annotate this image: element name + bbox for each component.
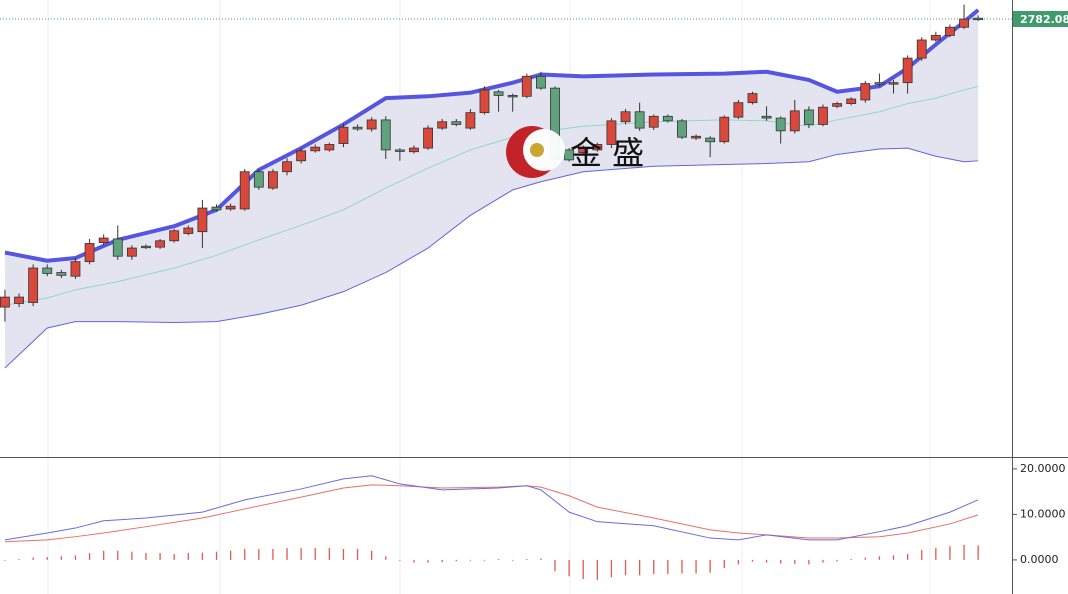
candle-body <box>606 120 617 145</box>
last-price-box <box>1013 11 1068 28</box>
candle-body <box>70 261 81 277</box>
candle-body <box>677 120 687 138</box>
candle-body <box>803 109 814 125</box>
candle-body <box>479 89 490 114</box>
macd-panel <box>4 475 979 580</box>
band-lower <box>4 147 979 369</box>
candle-body <box>648 115 659 128</box>
last-price-label: 2782.080 <box>1020 13 1068 26</box>
candle-body <box>916 39 927 59</box>
candle-body <box>564 149 575 161</box>
candle-body <box>28 267 39 303</box>
candle-body <box>296 150 307 162</box>
candle-body <box>493 91 504 96</box>
candle-body <box>818 106 828 125</box>
candle-body <box>662 115 673 122</box>
band-area <box>4 9 979 368</box>
candle-body <box>620 111 631 123</box>
watermark-text: 金 盛 <box>570 134 644 172</box>
candle-body <box>959 18 969 28</box>
candle-body <box>98 237 109 243</box>
candle-body <box>310 146 321 152</box>
candle-body <box>832 103 843 107</box>
candle-body <box>860 83 871 101</box>
candle-body <box>775 117 786 132</box>
candle-body <box>394 149 405 152</box>
watermark-logo <box>506 126 565 178</box>
candle-body <box>733 102 744 118</box>
y-tick-label: 20.0000 <box>1020 462 1066 475</box>
candle-body <box>352 126 363 130</box>
price-panel <box>0 4 1012 369</box>
candle-body <box>324 144 335 151</box>
candle-body <box>42 267 53 274</box>
candle-body <box>56 272 67 276</box>
dif-line <box>4 475 979 541</box>
candle-body <box>155 240 165 248</box>
candle-body <box>380 119 391 151</box>
candle-body <box>423 127 433 149</box>
candle-body <box>465 112 476 129</box>
candle-body <box>902 57 913 84</box>
candle-body <box>592 144 603 151</box>
candle-body <box>84 243 95 263</box>
candle-body <box>211 206 222 211</box>
candle-body <box>691 135 701 139</box>
candle-body <box>239 171 250 210</box>
candle-body <box>930 35 941 41</box>
candle-body <box>197 207 208 233</box>
y-tick-label: 10.0000 <box>1020 507 1066 520</box>
candle-body <box>268 171 278 189</box>
axis-labels: 2782.080 20.0000 10.0000 0.0000 <box>1012 11 1068 566</box>
candle-body <box>789 110 800 132</box>
candle-body <box>535 75 546 89</box>
candle-body <box>973 17 984 21</box>
candle-body <box>507 94 518 98</box>
candle-body <box>578 146 589 154</box>
candle-body <box>451 121 462 125</box>
candle-body <box>282 161 292 173</box>
candle-body <box>521 75 532 97</box>
candle-body <box>225 205 236 210</box>
candle-body <box>126 247 137 257</box>
candle-body <box>945 26 955 36</box>
candle-body <box>874 82 885 85</box>
candle-body <box>0 296 10 308</box>
candle-body <box>338 126 349 144</box>
candle-body <box>183 227 194 234</box>
candle-body <box>169 230 180 242</box>
y-tick-label: 0.0000 <box>1020 553 1059 566</box>
candle-body <box>719 116 730 143</box>
candle-body <box>846 98 857 104</box>
candle-body <box>888 82 899 85</box>
candle-body <box>366 119 377 130</box>
candle-body <box>437 121 448 129</box>
candle-body <box>253 171 264 188</box>
candle-body <box>705 137 716 143</box>
candle-body <box>409 147 419 153</box>
candle-body <box>14 296 24 304</box>
candle-body <box>747 93 758 104</box>
candle-body <box>141 245 151 249</box>
candle-body <box>761 115 772 119</box>
candle-body <box>634 111 645 129</box>
candle-body <box>112 238 123 257</box>
